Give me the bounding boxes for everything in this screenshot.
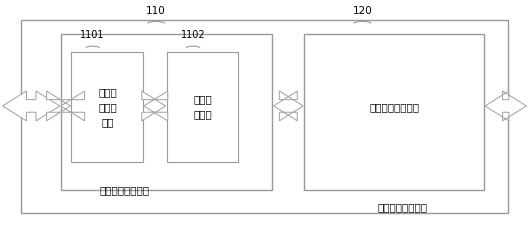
Text: 协议转换驱动电路: 协议转换驱动电路 xyxy=(369,101,419,112)
Bar xyxy=(61,34,272,190)
Polygon shape xyxy=(142,92,168,121)
Bar xyxy=(167,53,238,163)
Text: 测试信
息提取
模块: 测试信 息提取 模块 xyxy=(98,87,117,126)
Bar xyxy=(71,53,143,163)
Polygon shape xyxy=(3,92,60,121)
Polygon shape xyxy=(485,92,526,121)
Text: 1102: 1102 xyxy=(181,30,205,40)
Bar xyxy=(304,34,484,190)
Polygon shape xyxy=(47,92,85,121)
Text: 110: 110 xyxy=(146,6,166,16)
Text: 120: 120 xyxy=(352,6,372,16)
Text: 协议转
换模块: 协议转 换模块 xyxy=(193,94,212,119)
Text: 测试信号转换电路: 测试信号转换电路 xyxy=(99,184,149,194)
Text: 协议转换桥接电路: 协议转换桥接电路 xyxy=(377,201,427,211)
Text: 1101: 1101 xyxy=(80,30,105,40)
Polygon shape xyxy=(273,92,303,121)
Bar xyxy=(21,21,508,213)
